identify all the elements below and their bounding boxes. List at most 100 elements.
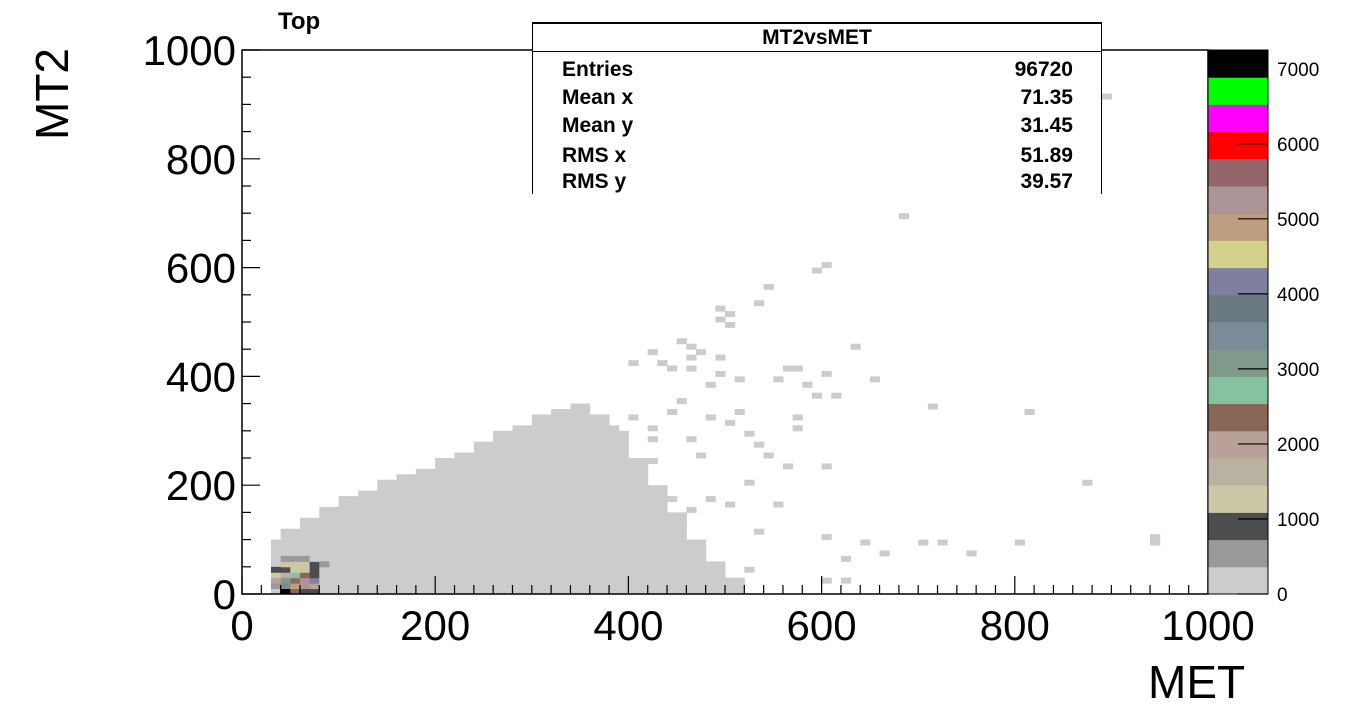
color-scale-swatch	[1208, 104, 1268, 133]
heatmap-bin	[270, 577, 282, 584]
heatmap-bin	[589, 419, 600, 426]
heatmap-bin	[280, 583, 291, 590]
heatmap-bin	[299, 572, 311, 579]
color-scale-swatch	[1208, 403, 1268, 432]
heatmap-bin	[715, 370, 726, 377]
heatmap-bin	[580, 566, 591, 573]
heatmap-bin	[840, 555, 852, 562]
color-scale-swatch	[1208, 349, 1268, 377]
color-scale-label: 3000	[1277, 360, 1319, 381]
heatmap-bin	[319, 577, 330, 584]
color-scale-swatch	[1208, 539, 1268, 568]
heatmap-bin	[1082, 479, 1093, 486]
color-scale-swatch	[1208, 322, 1268, 350]
heatmap-bin	[753, 528, 765, 535]
heatmap-bin	[725, 577, 745, 594]
heatmap-bin	[309, 555, 320, 562]
heatmap-bin	[299, 561, 311, 568]
heatmap-bin	[609, 555, 620, 562]
heatmap-bin	[792, 425, 803, 432]
heatmap-bin	[686, 354, 697, 361]
heatmap-bin	[280, 561, 291, 568]
heatmap-bin	[319, 588, 330, 595]
heatmap-bin	[676, 338, 687, 345]
heatmap-bin	[1150, 539, 1161, 546]
stat-value-rms-x: 51.89	[1020, 144, 1073, 167]
heatmap-bin	[290, 561, 301, 568]
heatmap-bin	[338, 588, 349, 595]
heatmap-bin	[396, 474, 417, 594]
heatmap-bin	[782, 365, 794, 372]
heatmap-bin	[869, 376, 881, 383]
heatmap-bin	[792, 414, 803, 421]
x-tick-label: 800	[980, 602, 1050, 649]
heatmap-bin	[715, 316, 726, 323]
heatmap-bin	[763, 283, 774, 290]
y-tick-label: 0	[213, 571, 236, 618]
color-scale-swatch	[1208, 294, 1268, 323]
heatmap-bin	[280, 555, 291, 562]
heatmap-bin	[299, 577, 311, 584]
heatmap-bin	[531, 414, 552, 594]
heatmap-bin	[377, 479, 398, 594]
heatmap-bin	[319, 561, 330, 568]
heatmap-bin	[270, 566, 282, 573]
heatmap-bin	[686, 436, 697, 443]
color-scale-label: 7000	[1277, 60, 1319, 81]
stat-label-rms-y: RMS y	[562, 170, 627, 193]
heatmap-bin	[966, 550, 977, 557]
heatmap-bin	[802, 381, 813, 388]
color-scale-label: 4000	[1277, 285, 1319, 306]
heatmap-bin	[319, 572, 330, 579]
heatmap-bin	[589, 447, 600, 454]
heatmap-bin	[647, 458, 658, 464]
heatmap-bin	[705, 561, 726, 594]
color-scale-swatch	[1208, 240, 1268, 269]
color-scale-swatch	[1208, 512, 1268, 541]
heatmap-bin	[309, 577, 320, 584]
heatmap-bin	[299, 555, 311, 562]
heatmap-bin	[570, 403, 591, 594]
heatmap-bin	[628, 360, 639, 367]
heatmap-bin	[715, 354, 726, 361]
heatmap-bin	[290, 572, 301, 579]
heatmap-bin	[299, 566, 311, 573]
heatmap-bin	[657, 360, 668, 367]
x-axis-title: MET	[1148, 656, 1246, 708]
heatmap-bin	[725, 311, 736, 318]
heatmap-bin	[773, 501, 784, 508]
heatmap-bin	[918, 539, 929, 546]
color-scale-swatch	[1208, 485, 1268, 513]
heatmap-bin	[725, 501, 736, 508]
heatmap-bin	[647, 572, 658, 579]
heatmap-bin	[280, 566, 291, 573]
heatmap-bin	[860, 539, 871, 546]
color-scale-swatch	[1208, 158, 1268, 187]
y-tick-label: 800	[166, 136, 236, 183]
heatmap-bin	[647, 436, 658, 443]
heatmap-bin	[927, 403, 939, 410]
color-scale-swatch	[1208, 458, 1268, 486]
y-axis-title: MT2	[26, 48, 78, 140]
heatmap-bin	[686, 506, 697, 513]
heatmap-bin	[696, 349, 707, 356]
heatmap-bin	[628, 414, 639, 421]
heatmap-bin	[1101, 93, 1112, 100]
color-scale-swatch	[1208, 131, 1268, 160]
stat-label-mean-y: Mean y	[562, 114, 634, 137]
color-scale-label: 0	[1277, 585, 1288, 606]
heatmap-bin	[473, 441, 494, 594]
heatmap-bin	[840, 577, 852, 584]
heatmap-bin	[1024, 409, 1035, 415]
color-scale-swatch	[1208, 566, 1268, 595]
color-scale-swatch	[1208, 77, 1268, 105]
color-scale-label: 1000	[1277, 510, 1319, 531]
heatmap-bin	[319, 583, 330, 590]
heatmap-bin	[270, 572, 282, 579]
heatmap-bin	[763, 452, 774, 459]
panel-label: Top	[278, 8, 321, 35]
stat-label-rms-x: RMS x	[562, 144, 627, 167]
heatmap-bin	[831, 392, 842, 399]
heatmap-bin	[667, 409, 678, 415]
heatmap-bin	[773, 376, 784, 383]
